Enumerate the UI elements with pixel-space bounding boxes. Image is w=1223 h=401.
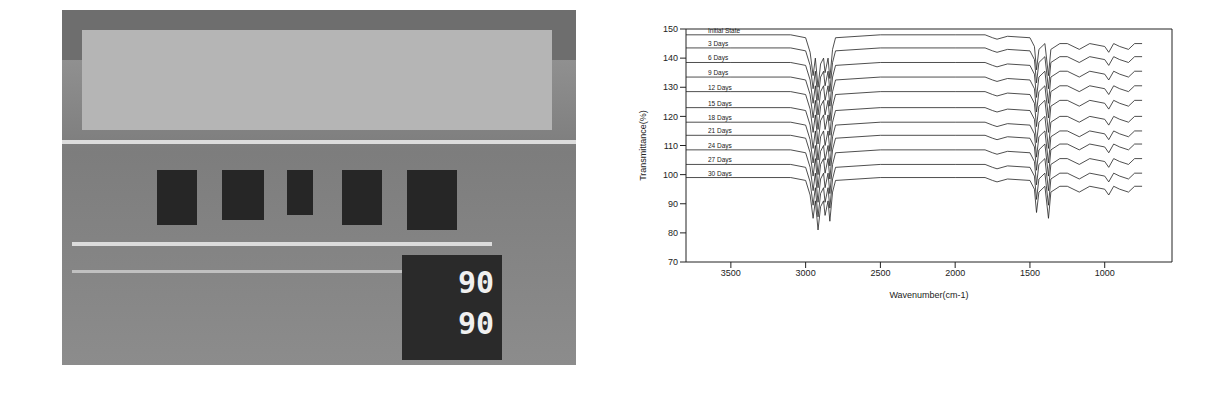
svg-text:2000: 2000 (945, 268, 965, 278)
svg-text:1500: 1500 (1020, 268, 1040, 278)
svg-text:27 Days: 27 Days (708, 156, 733, 164)
svg-text:Initial State: Initial State (708, 27, 741, 34)
svg-text:110: 110 (664, 141, 678, 151)
svg-text:100: 100 (663, 170, 678, 180)
svg-text:80: 80 (668, 228, 678, 238)
svg-text:9 Days: 9 Days (708, 69, 729, 77)
svg-text:18 Days: 18 Days (708, 114, 733, 122)
svg-text:24 Days: 24 Days (708, 142, 733, 150)
svg-text:3500: 3500 (721, 268, 741, 278)
svg-text:1000: 1000 (1095, 268, 1115, 278)
svg-text:Wavenumber(cm-1): Wavenumber(cm-1) (889, 290, 968, 300)
svg-text:3 Days: 3 Days (708, 40, 729, 48)
svg-text:150: 150 (663, 24, 678, 34)
svg-text:130: 130 (663, 82, 678, 92)
svg-text:120: 120 (663, 112, 678, 122)
svg-text:70: 70 (668, 257, 678, 267)
svg-text:6 Days: 6 Days (708, 54, 729, 62)
svg-text:3000: 3000 (796, 268, 816, 278)
svg-text:15 Days: 15 Days (708, 100, 733, 108)
html-text:90: 90 (457, 265, 494, 300)
html-text:90: 90 (457, 306, 494, 341)
svg-text:12 Days: 12 Days (708, 84, 733, 92)
svg-text:30 Days: 30 Days (708, 170, 733, 178)
svg-text:2500: 2500 (870, 268, 890, 278)
svg-text:90: 90 (668, 199, 678, 209)
svg-text:Transmittance(%): Transmittance(%) (638, 110, 648, 181)
svg-text:140: 140 (663, 53, 678, 63)
svg-text:21 Days: 21 Days (708, 127, 733, 135)
